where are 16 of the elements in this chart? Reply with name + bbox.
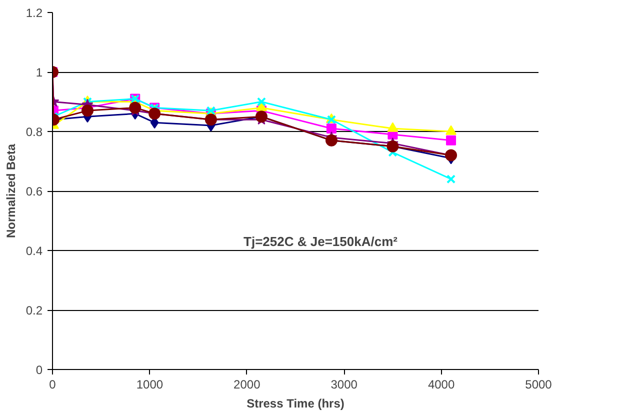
y-tick-label: 0 — [36, 363, 43, 377]
y-tick-label: 0.4 — [26, 244, 43, 258]
x-tick-label: 2000 — [234, 378, 261, 392]
y-axis-title: Normalized Beta — [4, 144, 18, 238]
y-tick-label: 0.6 — [26, 184, 43, 198]
y-tick-label: 0.8 — [26, 125, 43, 139]
x-tick-label: 1000 — [136, 378, 164, 392]
x-axis-title: Stress Time (hrs) — [246, 396, 344, 410]
annotation: Tj=252C & Je=150kA/cm² — [244, 234, 398, 249]
y-tick-label: 1 — [36, 66, 43, 80]
y-tick-label: 1.2 — [26, 6, 43, 20]
x-tick-label: 5000 — [525, 378, 552, 392]
y-tick-label: 0.2 — [26, 304, 43, 318]
x-tick-label: 3000 — [330, 378, 358, 392]
x-tick-label: 0 — [49, 378, 56, 392]
x-tick-label: 4000 — [428, 378, 455, 392]
